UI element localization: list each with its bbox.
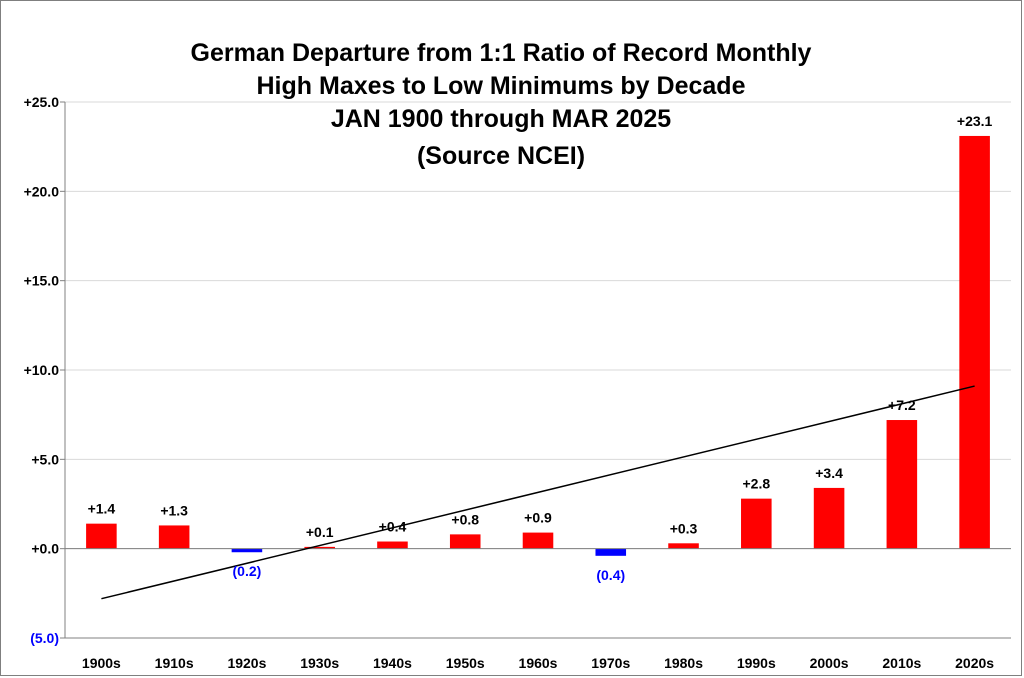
x-tick-label: 1950s xyxy=(446,655,485,671)
data-label-1920s: (0.2) xyxy=(233,563,262,579)
data-label-2010s: +7.2 xyxy=(888,397,916,413)
trendline-group xyxy=(101,385,975,600)
bar-1970s xyxy=(595,548,627,556)
data-label-1940s: +0.4 xyxy=(379,519,407,535)
y-tick-label: +5.0 xyxy=(31,451,59,467)
data-label-1950s: +0.8 xyxy=(451,511,479,527)
data-label-1900s: +1.4 xyxy=(88,501,116,517)
y-tick-label: +0.0 xyxy=(31,541,59,557)
bar-1950s xyxy=(449,534,481,549)
bar-2020s xyxy=(959,135,990,549)
x-tick-label: 2020s xyxy=(955,655,994,671)
data-label-1980s: +0.3 xyxy=(670,520,698,536)
title-line-4: (Source NCEI) xyxy=(417,142,585,170)
title-line-1: German Departure from 1:1 Ratio of Recor… xyxy=(191,39,812,67)
bar-1990s xyxy=(741,498,772,549)
data-label-1930s: +0.1 xyxy=(306,524,334,540)
x-tick-label: 1980s xyxy=(664,655,703,671)
data-label-1910s: +1.3 xyxy=(160,502,188,518)
y-tick-label: +15.0 xyxy=(24,273,60,289)
gridlines xyxy=(65,101,1011,639)
data-label-1970s: (0.4) xyxy=(596,567,625,583)
chart-title: German Departure from 1:1 Ratio of Recor… xyxy=(191,39,812,170)
data-label-2020s: +23.1 xyxy=(957,113,993,129)
bar-1920s xyxy=(231,548,263,553)
x-tick-label: 1910s xyxy=(155,655,194,671)
bar-1900s xyxy=(86,523,117,549)
bars xyxy=(86,135,990,556)
x-tick-label: 1900s xyxy=(82,655,121,671)
x-tick-label: 1920s xyxy=(227,655,266,671)
y-tick-label: +10.0 xyxy=(24,362,60,378)
x-tick-label: 1930s xyxy=(300,655,339,671)
title-line-2: High Maxes to Low Minimums by Decade xyxy=(257,72,746,100)
data-label-1960s: +0.9 xyxy=(524,510,552,526)
title-line-3: JAN 1900 through MAR 2025 xyxy=(331,105,671,133)
y-tick-label: +25.0 xyxy=(24,94,60,110)
bar-2000s xyxy=(813,487,845,549)
x-tick-label: 1970s xyxy=(591,655,630,671)
x-tick-label: 2000s xyxy=(810,655,849,671)
data-labels: +1.4 +1.3 (0.2) +0.1 +0.4 +0.8 +0.9 (0.4) +0.3 +2… xyxy=(88,113,993,583)
bar-1910s xyxy=(158,525,190,549)
trendline xyxy=(101,385,975,600)
x-tick-label: 1940s xyxy=(373,655,412,671)
bar-1960s xyxy=(522,532,554,549)
bar-2010s xyxy=(886,420,918,549)
axes: (5.0) +0.0 +5.0 +10.0 +15.0 +20.0 +25.0 1900s 19… xyxy=(24,94,1011,671)
y-tick-label: (5.0) xyxy=(30,630,59,646)
data-label-2000s: +3.4 xyxy=(815,465,843,481)
x-tick-label: 2010s xyxy=(882,655,921,671)
bar-1930s xyxy=(304,546,335,549)
x-tick-label: 1960s xyxy=(519,655,558,671)
x-tick-label: 1990s xyxy=(737,655,776,671)
data-label-1990s: +2.8 xyxy=(742,476,770,492)
bar-1980s xyxy=(668,543,699,549)
y-tick-label: +20.0 xyxy=(24,183,60,199)
bar-1940s xyxy=(377,541,408,549)
